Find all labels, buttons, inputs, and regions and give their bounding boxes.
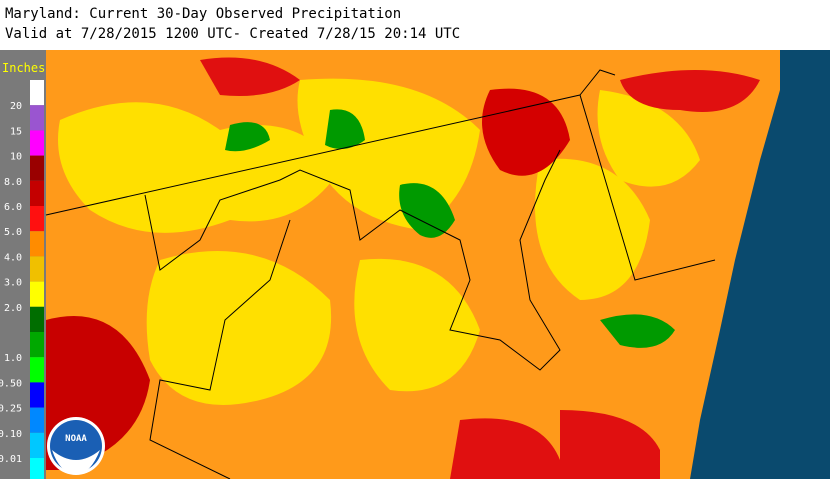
legend-label: 4.0 [4,252,22,263]
legend-label: 0.01 [0,454,22,465]
precip-area [600,314,675,348]
legend-label: 20 [10,101,22,112]
precip-area [482,88,570,176]
legend-swatch [30,206,44,232]
legend-swatch [30,382,44,408]
ocean [690,50,830,479]
legend-label: 3.0 [4,278,22,289]
precip-area [354,258,480,392]
precip-area [200,57,300,96]
precip-area [597,90,700,187]
legend-label: 2.0 [4,303,22,314]
legend-label: 15 [10,126,22,137]
title: Maryland: Current 30-Day Observed Precip… [5,6,401,22]
precip-area [535,158,650,300]
legend-swatch [30,155,44,181]
precip-map [45,50,830,479]
precip-area [58,102,340,233]
legend-label: 0.25 [0,404,22,415]
legend-label: 0.10 [0,429,22,440]
legend-title: Inches [2,61,45,75]
legend-swatch [30,407,44,433]
state-border [45,94,716,281]
logo-gull [52,450,100,475]
precip-area [325,109,365,149]
legend-swatch [30,180,44,206]
legend-label: 8.0 [4,177,22,188]
logo-text: NOAA [65,434,87,444]
precip-area [225,122,270,152]
state-border [144,149,561,371]
precip-area [450,418,560,479]
legend-swatch [30,357,44,383]
legend-label: 10 [10,152,22,163]
legend-swatch [30,105,44,131]
legend-swatch [30,432,44,458]
legend-swatch [30,281,44,307]
state-border [579,69,616,96]
precip-area [146,251,332,405]
legend-label: 1.0 [4,353,22,364]
precip-area [620,70,760,112]
legend: 20 15 10 8.0 6.0 5.0 4.0 3.0 2.0 1.0 0.50 0.25 0.10 0… [0,80,44,479]
legend-swatch [30,458,44,479]
subtitle: Valid at 7/28/2015 1200 UTC- Created 7/2… [5,26,460,42]
legend-swatch [30,80,44,106]
legend-swatch [30,306,44,332]
county-border [149,219,291,479]
legend-label: 6.0 [4,202,22,213]
legend-swatch [30,231,44,257]
legend-swatch [30,130,44,156]
noaa-logo: NOAA [47,417,105,475]
legend-label: 5.0 [4,227,22,238]
legend-swatch [30,332,44,358]
precip-area [399,183,455,238]
precip-area [560,410,660,479]
legend-label: 0.50 [0,378,22,389]
legend-swatch [30,256,44,282]
